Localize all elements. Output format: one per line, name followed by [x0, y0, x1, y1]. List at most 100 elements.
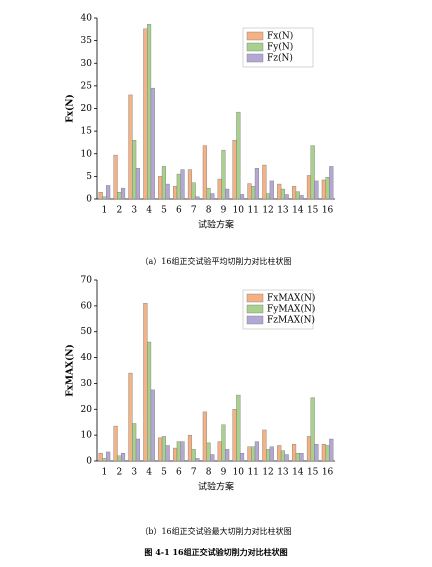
bar: [176, 441, 181, 462]
legend-label: FxMAX(N): [267, 293, 315, 304]
bar: [120, 453, 126, 462]
bar: [165, 445, 170, 462]
x-tick-label: 5: [161, 206, 167, 216]
bar: [295, 191, 300, 200]
y-tick-label: 70: [81, 276, 93, 286]
bar: [262, 164, 267, 200]
bar: [232, 139, 237, 200]
bar: [147, 341, 152, 462]
bar: [221, 149, 226, 200]
chart-caption: （b）16组正交试验最大切削力对比柱状图: [140, 526, 291, 536]
bar: [132, 139, 137, 200]
bar: [158, 176, 163, 200]
bar: [225, 188, 230, 200]
bar: [254, 168, 259, 200]
bar: [195, 196, 200, 200]
x-axis-title: 试验方案: [198, 219, 234, 231]
x-tick-label: 15: [307, 206, 319, 216]
bar: [284, 454, 289, 462]
x-tick-label: 6: [176, 206, 182, 216]
bar: [239, 194, 245, 200]
legend-label: Fz(N): [267, 53, 293, 64]
bar: [269, 446, 274, 462]
y-axis-title: Fx(N): [65, 94, 76, 123]
bar: [150, 389, 155, 462]
y-tick-label: 0: [86, 457, 92, 467]
bar: [232, 409, 237, 462]
bar: [329, 438, 334, 462]
bar: [202, 145, 207, 200]
bar: [325, 445, 330, 462]
bar: [117, 192, 122, 200]
bar: [266, 449, 271, 462]
x-tick-label: 1: [102, 468, 108, 478]
x-tick-label: 2: [116, 206, 122, 216]
legend-label: Fy(N): [267, 42, 293, 53]
bar: [173, 447, 178, 462]
x-tick-label: 4: [146, 468, 152, 478]
bar: [106, 451, 111, 462]
x-tick-label: 16: [322, 206, 334, 216]
x-tick-label: 10: [233, 206, 245, 216]
bar: [225, 449, 230, 462]
bar: [314, 443, 319, 462]
bar: [217, 178, 222, 200]
bar: [217, 441, 222, 462]
bar: [251, 446, 256, 462]
bar: [236, 394, 241, 462]
bar: [254, 441, 259, 462]
bar: [191, 449, 196, 462]
bar: [98, 453, 103, 462]
bar: [158, 437, 163, 462]
bar: [165, 183, 170, 200]
y-tick-label: 35: [81, 36, 93, 46]
x-tick-label: 14: [292, 206, 304, 216]
bar: [117, 455, 122, 462]
bar: [187, 434, 193, 462]
bar: [247, 446, 252, 462]
bar: [306, 175, 312, 200]
x-tick-label: 10: [233, 468, 245, 478]
x-tick-label: 16: [322, 468, 334, 478]
x-tick-label: 12: [262, 468, 273, 478]
bar: [325, 177, 330, 200]
bar: [277, 183, 282, 200]
y-axis-title: FxMAX(N): [65, 344, 76, 396]
bar: [202, 411, 207, 462]
y-tick-label: 10: [81, 431, 93, 441]
chart-caption: （a）16组正交试验平均切削力对比柱状图: [141, 256, 292, 266]
x-tick-label: 6: [176, 468, 182, 478]
bar: [143, 303, 148, 462]
bar: [180, 169, 185, 200]
y-tick-label: 0: [86, 195, 92, 205]
y-tick-label: 15: [81, 127, 93, 137]
bar: [321, 179, 326, 200]
bar: [195, 458, 200, 462]
y-tick-label: 5: [86, 172, 92, 182]
bar: [292, 186, 297, 200]
bar: [295, 453, 300, 462]
y-tick-label: 60: [81, 301, 93, 311]
bar: [173, 186, 178, 200]
figure-caption: 图 4-1 16组正交试验切削力对比柱状图: [144, 547, 287, 557]
legend-swatch: [246, 304, 264, 314]
bar: [280, 450, 285, 462]
x-tick-label: 14: [292, 468, 304, 478]
bar: [161, 166, 166, 200]
bar: [147, 24, 152, 200]
bar: [180, 441, 185, 462]
x-tick-label: 3: [131, 468, 137, 478]
y-tick-label: 30: [81, 59, 93, 69]
legend-swatch: [246, 315, 264, 325]
bar: [98, 192, 103, 200]
bar: [113, 425, 118, 462]
bar: [292, 443, 297, 462]
bar: [176, 173, 181, 200]
x-tick-label: 5: [161, 468, 167, 478]
bar: [191, 182, 196, 200]
bar: [221, 424, 226, 462]
x-tick-label: 3: [131, 206, 137, 216]
legend-swatch: [246, 42, 264, 52]
x-tick-label: 8: [206, 206, 212, 216]
